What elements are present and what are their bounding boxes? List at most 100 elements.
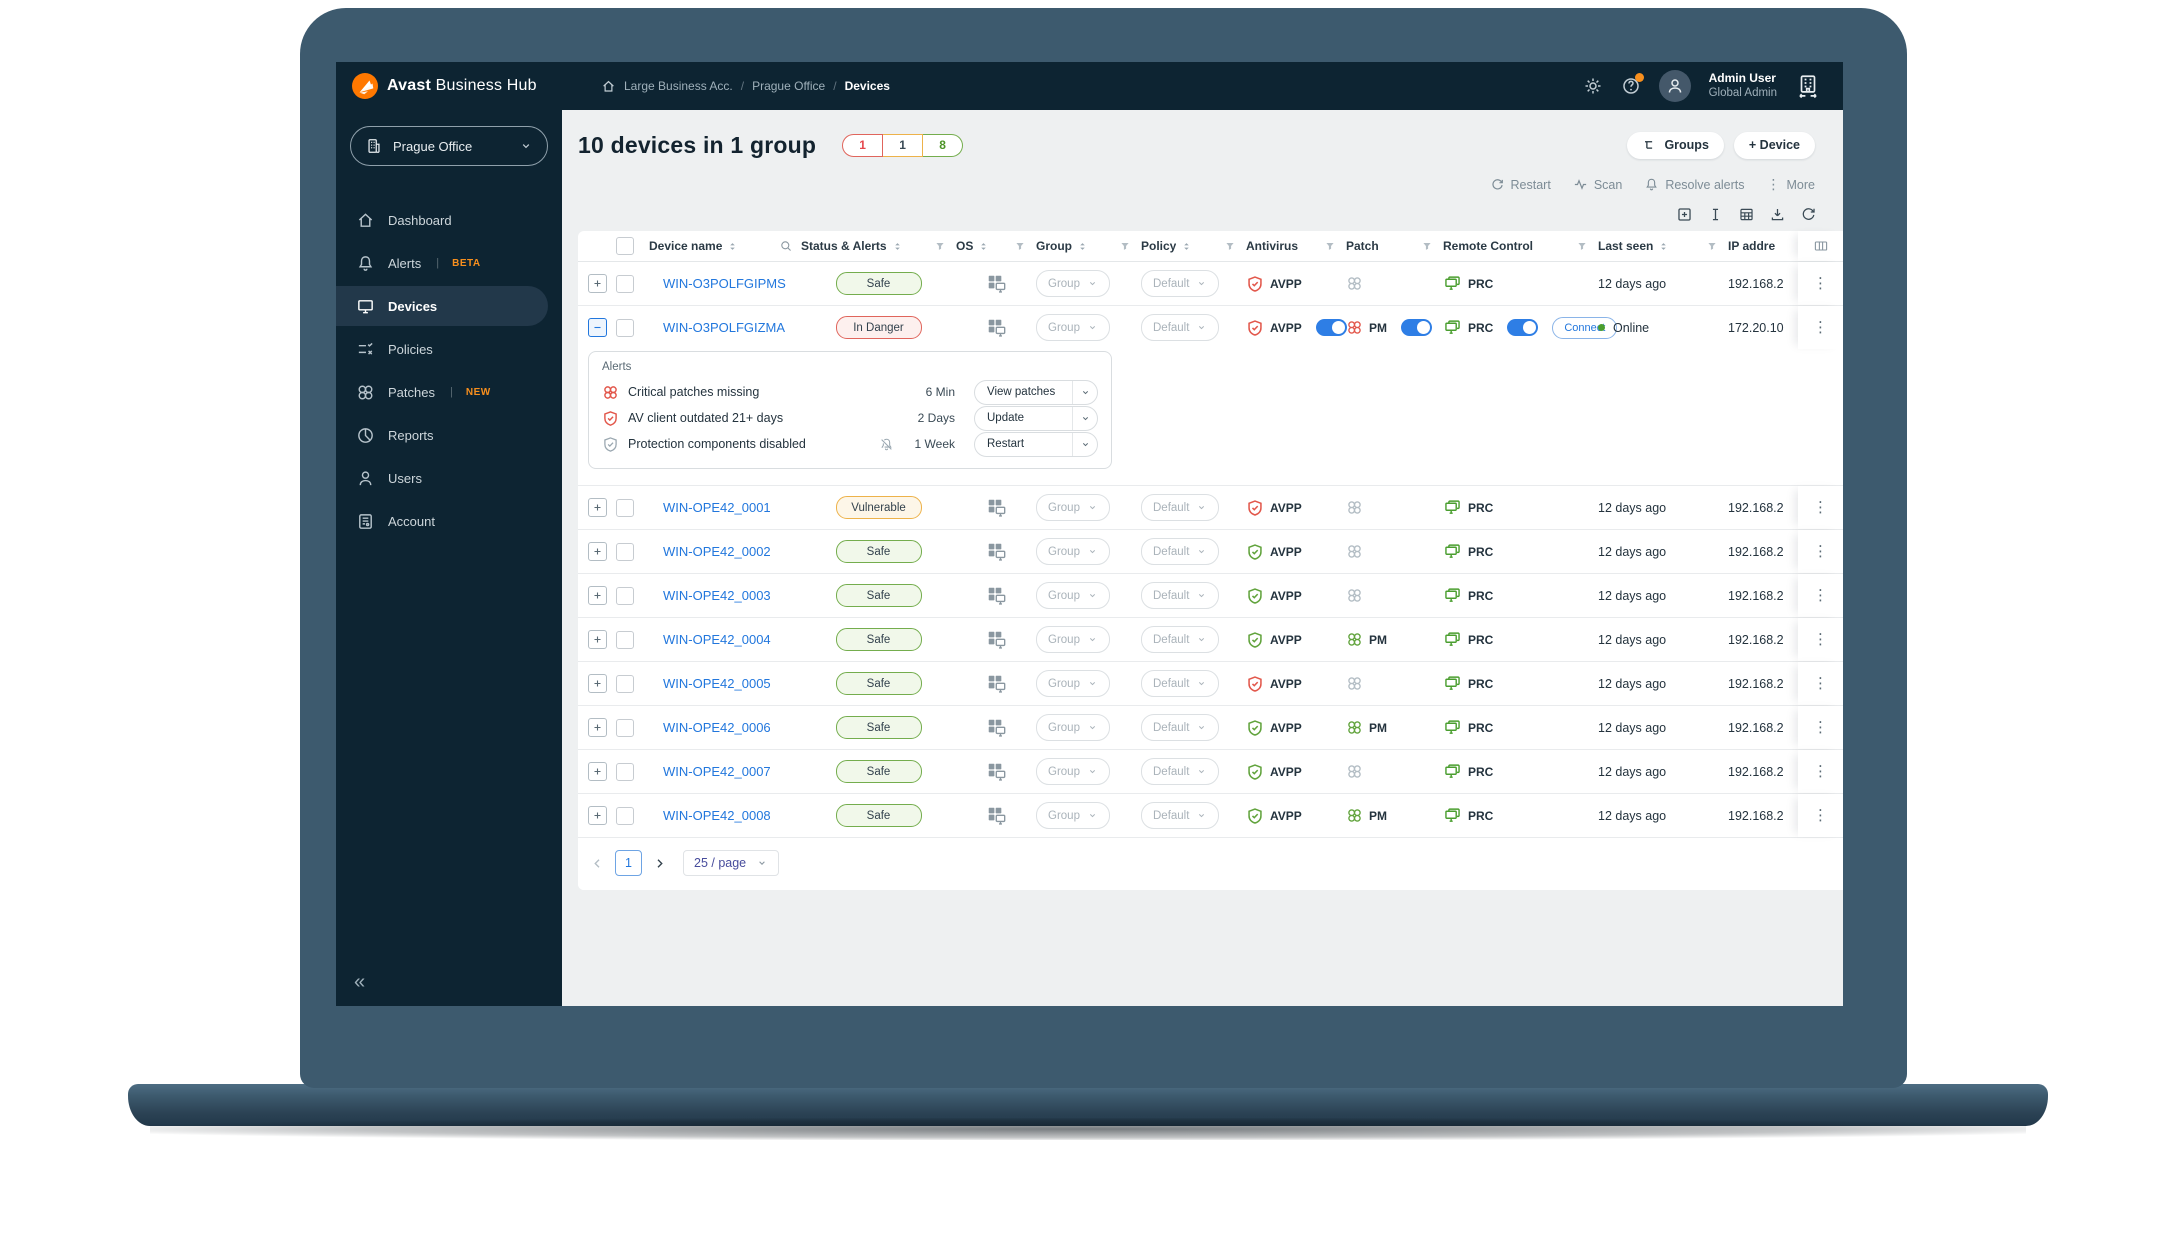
row-expander[interactable] bbox=[588, 630, 607, 649]
row-menu-icon[interactable]: ⋮ bbox=[1813, 319, 1828, 336]
row-menu-icon[interactable]: ⋮ bbox=[1813, 763, 1828, 780]
col-status[interactable]: Status & Alerts bbox=[801, 239, 956, 253]
filter-icon[interactable] bbox=[1224, 240, 1236, 252]
row-menu-icon[interactable]: ⋮ bbox=[1813, 719, 1828, 736]
device-name-link[interactable]: WIN-OPE42_0004 bbox=[663, 632, 771, 647]
filter-icon[interactable] bbox=[1119, 240, 1131, 252]
row-expander[interactable] bbox=[588, 718, 607, 737]
row-checkbox[interactable] bbox=[616, 274, 634, 293]
policy-select[interactable]: Default bbox=[1141, 670, 1220, 697]
device-name-link[interactable]: WIN-OPE42_0003 bbox=[663, 588, 771, 603]
count-warning[interactable]: 1 bbox=[883, 133, 924, 157]
row-checkbox[interactable] bbox=[616, 674, 634, 693]
alert-action-button[interactable]: Restart bbox=[974, 431, 1098, 457]
user-meta[interactable]: Admin User Global Admin bbox=[1709, 71, 1777, 100]
row-expander[interactable] bbox=[588, 674, 607, 693]
page-size-select[interactable]: 25 / page bbox=[683, 850, 780, 876]
filter-icon[interactable] bbox=[1421, 240, 1433, 252]
group-select[interactable]: Group bbox=[1036, 802, 1110, 829]
antivirus-toggle[interactable] bbox=[1315, 319, 1347, 336]
row-expander[interactable] bbox=[588, 274, 607, 293]
next-page-icon[interactable] bbox=[652, 856, 667, 871]
restart-action[interactable]: Restart bbox=[1490, 177, 1551, 192]
device-name-link[interactable]: WIN-O3POLFGIPMS bbox=[663, 276, 786, 291]
row-checkbox[interactable] bbox=[616, 498, 634, 517]
col-os[interactable]: OS bbox=[956, 239, 1036, 253]
device-name-link[interactable]: WIN-OPE42_0002 bbox=[663, 544, 771, 559]
group-select[interactable]: Group bbox=[1036, 626, 1110, 653]
row-checkbox[interactable] bbox=[616, 762, 634, 781]
col-last-seen[interactable]: Last seen bbox=[1598, 239, 1728, 253]
group-select[interactable]: Group bbox=[1036, 670, 1110, 697]
group-select[interactable]: Group bbox=[1036, 582, 1110, 609]
policy-select[interactable]: Default bbox=[1141, 758, 1220, 785]
device-name-link[interactable]: WIN-O3POLFGIZMA bbox=[663, 320, 786, 335]
sidebar-collapse-button[interactable]: « bbox=[354, 971, 366, 993]
row-checkbox[interactable] bbox=[616, 318, 634, 337]
help-icon[interactable] bbox=[1621, 73, 1644, 96]
chevron-down-icon[interactable] bbox=[1072, 406, 1097, 430]
filter-icon[interactable] bbox=[1014, 240, 1026, 252]
search-icon[interactable] bbox=[779, 239, 793, 253]
filter-icon[interactable] bbox=[1576, 240, 1588, 252]
policy-select[interactable]: Default bbox=[1141, 626, 1220, 653]
row-expander[interactable] bbox=[588, 586, 607, 605]
row-menu-icon[interactable]: ⋮ bbox=[1813, 275, 1828, 292]
device-status-counts[interactable]: 1 1 8 bbox=[842, 133, 964, 157]
count-safe[interactable]: 8 bbox=[923, 133, 964, 157]
device-name-link[interactable]: WIN-OPE42_0007 bbox=[663, 764, 771, 779]
policy-select[interactable]: Default bbox=[1141, 270, 1220, 297]
sidebar-item-alerts[interactable]: Alerts | BETA bbox=[336, 243, 548, 283]
company-switcher-icon[interactable] bbox=[1795, 73, 1821, 99]
row-expander[interactable] bbox=[588, 318, 607, 337]
group-select[interactable]: Group bbox=[1036, 494, 1110, 521]
row-menu-icon[interactable]: ⋮ bbox=[1813, 631, 1828, 648]
policy-select[interactable]: Default bbox=[1141, 802, 1220, 829]
add-box-icon[interactable] bbox=[1676, 206, 1693, 223]
policy-select[interactable]: Default bbox=[1141, 538, 1220, 565]
select-all-checkbox[interactable] bbox=[616, 237, 634, 255]
sidebar-item-devices[interactable]: Devices bbox=[336, 286, 548, 326]
policy-select[interactable]: Default bbox=[1141, 714, 1220, 741]
patch-toggle[interactable] bbox=[1401, 319, 1432, 336]
row-menu-icon[interactable]: ⋮ bbox=[1813, 499, 1828, 516]
org-selector[interactable]: Prague Office bbox=[350, 126, 548, 166]
col-ip-address[interactable]: IP addre bbox=[1728, 239, 1776, 253]
sidebar-item-users[interactable]: Users bbox=[336, 458, 548, 498]
remote-control-toggle[interactable] bbox=[1507, 319, 1539, 336]
col-group[interactable]: Group bbox=[1036, 239, 1141, 253]
table-icon[interactable] bbox=[1738, 206, 1755, 223]
device-name-link[interactable]: WIN-OPE42_0001 bbox=[663, 500, 771, 515]
sidebar-item-dashboard[interactable]: Dashboard bbox=[336, 200, 548, 240]
policy-select[interactable]: Default bbox=[1141, 582, 1220, 609]
sidebar-item-patches[interactable]: Patches | NEW bbox=[336, 372, 548, 412]
group-select[interactable]: Group bbox=[1036, 714, 1110, 741]
filter-icon[interactable] bbox=[934, 240, 946, 252]
policy-select[interactable]: Default bbox=[1141, 494, 1220, 521]
row-checkbox[interactable] bbox=[616, 630, 634, 649]
add-device-button[interactable]: + Device bbox=[1733, 131, 1815, 159]
chevron-down-icon[interactable] bbox=[1072, 380, 1097, 404]
row-menu-icon[interactable]: ⋮ bbox=[1813, 543, 1828, 560]
alert-action-button[interactable]: Update bbox=[974, 405, 1098, 431]
gear-icon[interactable] bbox=[1583, 76, 1603, 96]
row-checkbox[interactable] bbox=[616, 806, 634, 825]
breadcrumb-site[interactable]: Prague Office bbox=[752, 79, 826, 93]
chevron-down-icon[interactable] bbox=[1072, 432, 1097, 456]
row-menu-icon[interactable]: ⋮ bbox=[1813, 587, 1828, 604]
columns-icon[interactable] bbox=[1813, 238, 1829, 254]
count-danger[interactable]: 1 bbox=[842, 133, 884, 157]
row-expander[interactable] bbox=[588, 498, 607, 517]
resolve-alerts-action[interactable]: Resolve alerts bbox=[1644, 177, 1745, 192]
sidebar-item-reports[interactable]: Reports bbox=[336, 415, 548, 455]
col-antivirus[interactable]: Antivirus bbox=[1246, 239, 1346, 253]
download-icon[interactable] bbox=[1769, 206, 1786, 223]
more-action[interactable]: ⋮ More bbox=[1766, 176, 1815, 192]
col-device-name[interactable]: Device name bbox=[649, 239, 801, 253]
filter-icon[interactable] bbox=[1324, 240, 1336, 252]
avatar[interactable] bbox=[1658, 70, 1691, 102]
groups-button[interactable]: Groups bbox=[1627, 131, 1724, 159]
policy-select[interactable]: Default bbox=[1141, 314, 1220, 341]
page-number[interactable]: 1 bbox=[615, 850, 642, 876]
row-checkbox[interactable] bbox=[616, 718, 634, 737]
